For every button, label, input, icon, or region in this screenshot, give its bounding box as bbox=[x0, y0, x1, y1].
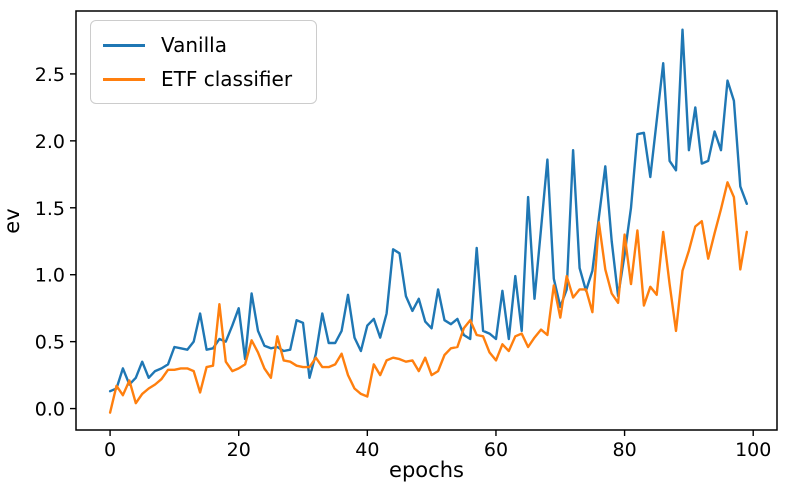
legend-label: ETF classifier bbox=[161, 67, 293, 91]
etf-classifier-line-swatch bbox=[103, 77, 145, 81]
x-tick-label: 60 bbox=[484, 439, 508, 461]
y-tick-label: 1.0 bbox=[35, 265, 65, 287]
plot-frame bbox=[75, 10, 778, 431]
legend: Vanilla ETF classifier bbox=[90, 20, 318, 104]
y-axis-label: ev bbox=[0, 208, 24, 234]
legend-item-etf-classifier: ETF classifier bbox=[103, 62, 292, 96]
legend-item-vanilla: Vanilla bbox=[103, 28, 292, 62]
x-tick-label: 100 bbox=[735, 439, 771, 461]
legend-label: Vanilla bbox=[161, 33, 227, 57]
x-axis-label: epochs bbox=[389, 458, 464, 482]
x-tick-label: 40 bbox=[355, 439, 379, 461]
y-tick-label: 0.0 bbox=[35, 399, 65, 421]
x-tick-label: 0 bbox=[104, 439, 116, 461]
y-tick-label: 2.0 bbox=[35, 131, 65, 153]
series-line-etf-classifier bbox=[108, 181, 748, 414]
x-tick-label: 80 bbox=[612, 439, 636, 461]
x-tick-label: 20 bbox=[227, 439, 251, 461]
y-tick-label: 2.5 bbox=[35, 64, 65, 86]
vanilla-line-swatch bbox=[103, 43, 145, 47]
y-tick-label: 0.5 bbox=[35, 332, 65, 354]
y-tick-label: 1.5 bbox=[35, 198, 65, 220]
